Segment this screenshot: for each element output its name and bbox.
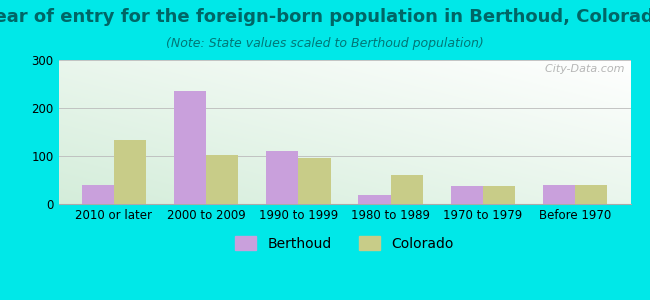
- Bar: [81, 185, 114, 204]
- Text: Year of entry for the foreign-born population in Berthoud, Colorado: Year of entry for the foreign-born popul…: [0, 8, 650, 26]
- Bar: [450, 186, 483, 204]
- Bar: [298, 158, 331, 204]
- Bar: [543, 185, 575, 204]
- Bar: [266, 151, 298, 204]
- Legend: Berthoud, Colorado: Berthoud, Colorado: [228, 229, 461, 257]
- Bar: [391, 175, 423, 204]
- Text: (Note: State values scaled to Berthoud population): (Note: State values scaled to Berthoud p…: [166, 38, 484, 50]
- Bar: [358, 195, 391, 204]
- Bar: [206, 154, 239, 204]
- Bar: [174, 91, 206, 204]
- Bar: [575, 185, 608, 204]
- Bar: [483, 186, 515, 204]
- Text: City-Data.com: City-Data.com: [538, 64, 625, 74]
- Bar: [114, 140, 146, 204]
